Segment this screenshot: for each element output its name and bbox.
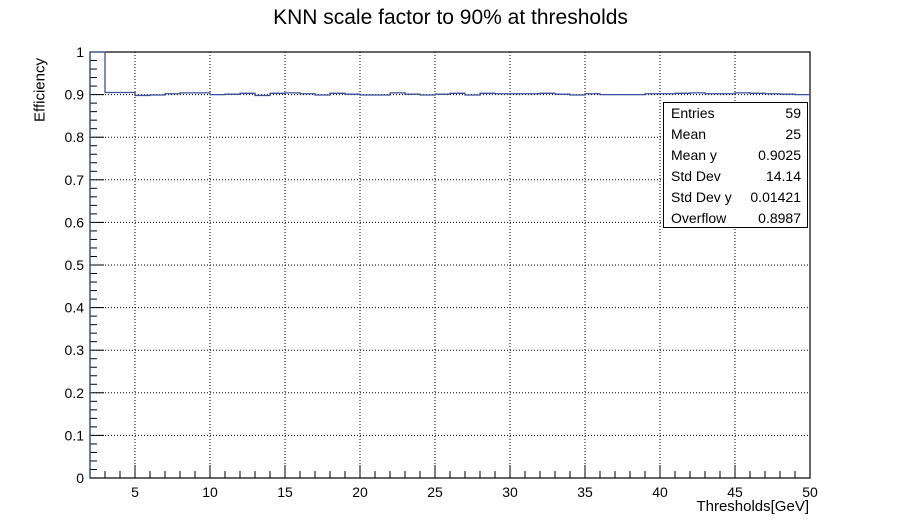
stats-row-std-dev: Std Dev 14.14 <box>671 166 801 187</box>
stats-label: Mean <box>671 126 707 142</box>
stats-box: Entries 59 Mean 25 Mean y 0.9025 Std Dev… <box>663 102 808 228</box>
x-tick-label: 35 <box>577 484 593 500</box>
stats-row-entries: Entries 59 <box>671 103 801 124</box>
x-tick-label: 5 <box>131 484 139 500</box>
x-tick-label: 30 <box>502 484 518 500</box>
stats-label: Entries <box>671 105 715 121</box>
x-tick-label: 20 <box>352 484 368 500</box>
stats-value: 0.9025 <box>758 147 801 163</box>
y-tick-label: 0 <box>76 470 84 486</box>
y-tick-label: 0.3 <box>65 342 85 358</box>
x-axis-label: Thresholds[GeV] <box>696 498 809 515</box>
stats-value: 0.01421 <box>750 189 801 205</box>
stats-value: 0.8987 <box>758 210 801 226</box>
stats-value: 59 <box>785 105 801 121</box>
y-tick-label: 0.6 <box>65 214 85 230</box>
y-tick-label: 0.7 <box>65 172 85 188</box>
stats-row-mean: Mean 25 <box>671 124 801 145</box>
stats-label: Std Dev <box>671 168 721 184</box>
stats-label: Mean y <box>671 147 717 163</box>
stats-value: 25 <box>785 126 801 142</box>
x-tick-label: 15 <box>277 484 293 500</box>
x-tick-label: 40 <box>652 484 668 500</box>
efficiency-series-line <box>90 51 810 97</box>
x-tick-label: 50 <box>802 484 818 500</box>
y-tick-label: 0.9 <box>65 87 85 103</box>
y-tick-label: 0.5 <box>65 257 85 273</box>
stats-label: Std Dev y <box>671 189 732 205</box>
x-tick-label: 45 <box>727 484 743 500</box>
y-tick-label: 0.8 <box>65 129 85 145</box>
y-tick-label: 0.1 <box>65 427 85 443</box>
stats-row-mean-y: Mean y 0.9025 <box>671 145 801 166</box>
stats-row-overflow: Overflow 0.8987 <box>671 208 801 229</box>
x-tick-label: 10 <box>202 484 218 500</box>
y-tick-label: 0.4 <box>65 300 85 316</box>
chart-title: KNN scale factor to 90% at thresholds <box>273 6 628 29</box>
y-tick-label: 0.2 <box>65 385 85 401</box>
stats-label: Overflow <box>671 210 727 226</box>
x-tick-label: 25 <box>427 484 443 500</box>
y-tick-label: 1 <box>76 44 84 60</box>
stats-row-std-dev-y: Std Dev y 0.01421 <box>671 187 801 208</box>
stats-value: 14.14 <box>765 168 801 184</box>
